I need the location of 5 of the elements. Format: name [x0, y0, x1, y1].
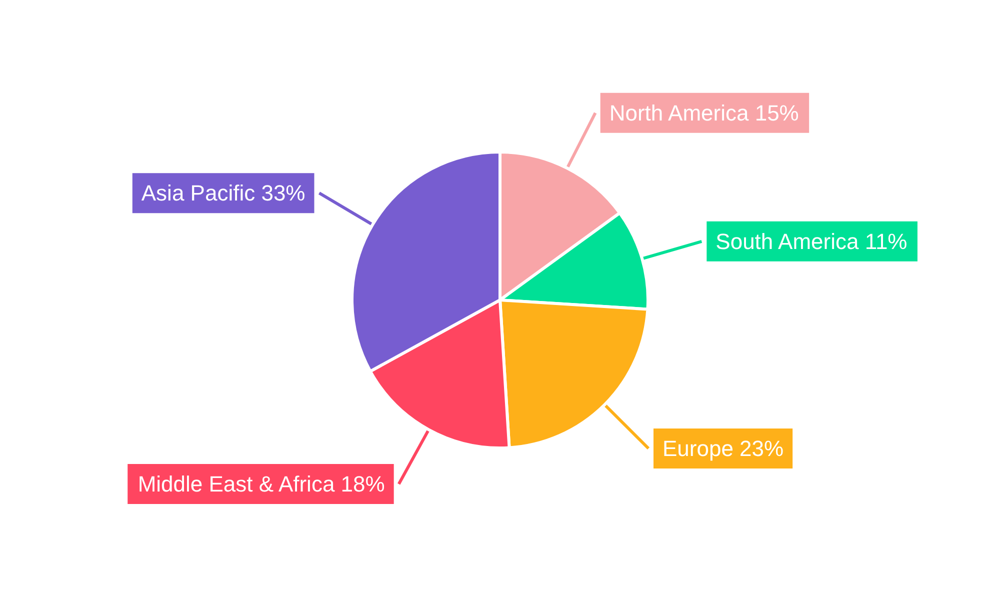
slice-label: North America 15%	[609, 100, 799, 126]
slice-label: Asia Pacific 33%	[141, 180, 306, 206]
slice-label: Europe 23%	[662, 436, 784, 461]
slice-label: South America 11%	[716, 228, 908, 254]
slice-label: Middle East & Africa 18%	[138, 472, 385, 497]
